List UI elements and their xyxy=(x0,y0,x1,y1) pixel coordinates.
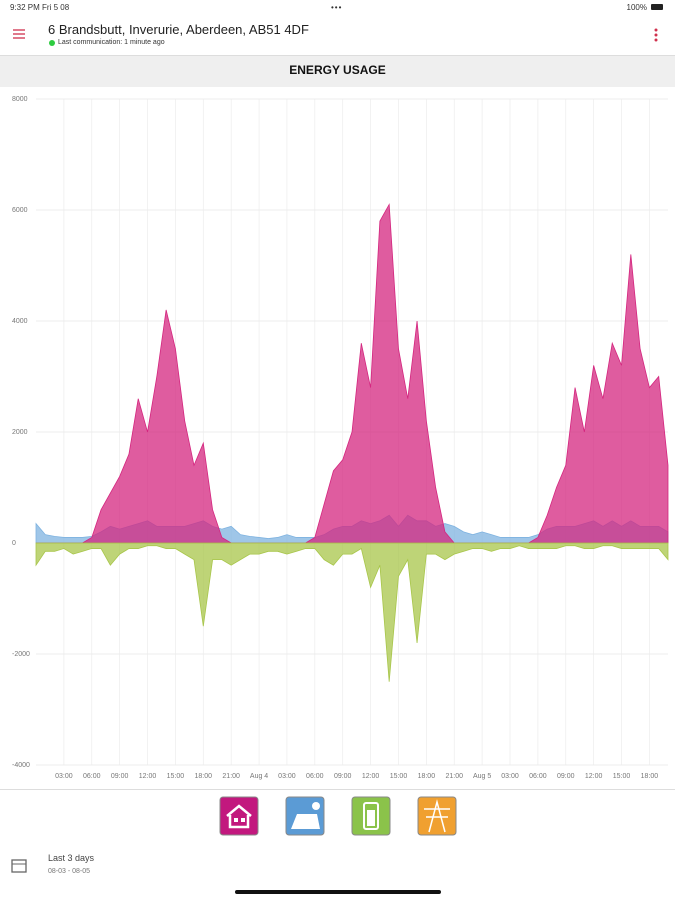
x-tick-label: 18:00 xyxy=(195,773,213,780)
x-tick-label: 15:00 xyxy=(613,773,631,780)
header-title: 6 Brandsbutt, Inverurie, Aberdeen, AB51 … xyxy=(48,22,309,37)
x-tick-label: 03:00 xyxy=(278,773,296,780)
x-tick-label: 09:00 xyxy=(557,773,575,780)
legend-icons xyxy=(219,796,457,836)
status-time: 9:32 PM Fri 5 08 xyxy=(10,3,70,12)
x-tick-label: 06:00 xyxy=(306,773,324,780)
x-tick-label: 18:00 xyxy=(641,773,659,780)
x-tick-label: Aug 5 xyxy=(473,773,491,780)
x-tick-label: 03:00 xyxy=(501,773,519,780)
y-tick-label: 6000 xyxy=(12,207,28,214)
status-dots: ••• xyxy=(331,3,343,12)
x-tick-label: 21:00 xyxy=(445,773,463,780)
battery-icon[interactable] xyxy=(351,796,391,836)
grid-icon[interactable] xyxy=(417,796,457,836)
header-subtitle: Last communication: 1 minute ago xyxy=(58,39,165,46)
section-title: ENERGY USAGE xyxy=(289,63,386,77)
home-icon[interactable] xyxy=(219,796,259,836)
x-tick-label: 09:00 xyxy=(111,773,129,780)
x-tick-label: 15:00 xyxy=(390,773,408,780)
home-indicator xyxy=(235,890,441,894)
more-button[interactable] xyxy=(652,27,660,43)
x-tick-label: 12:00 xyxy=(139,773,157,780)
energy-chart: -4000 -2000 0 2000 4000 6000 8000 03:00 06:00 09:… xyxy=(12,96,669,780)
x-tick-label: 12:00 xyxy=(585,773,603,780)
x-tick-label: 18:00 xyxy=(418,773,436,780)
y-tick-label: 4000 xyxy=(12,318,28,325)
status-dot xyxy=(49,40,55,46)
x-tick-label: 21:00 xyxy=(222,773,240,780)
menu-button[interactable] xyxy=(12,28,26,40)
calendar-icon[interactable] xyxy=(11,857,27,873)
x-tick-label: 06:00 xyxy=(83,773,101,780)
battery-icon xyxy=(651,4,663,10)
divider xyxy=(0,789,675,790)
area-series xyxy=(36,203,669,544)
x-tick-label: Aug 4 xyxy=(250,773,268,780)
y-tick-label: 0 xyxy=(12,540,16,547)
x-tick-label: 03:00 xyxy=(55,773,73,780)
y-tick-label: -4000 xyxy=(12,762,30,769)
range-label[interactable]: Last 3 days xyxy=(48,853,95,863)
x-tick-label: 09:00 xyxy=(334,773,352,780)
status-battery: 100% xyxy=(626,3,647,12)
solar-icon[interactable] xyxy=(285,796,325,836)
x-tick-label: 06:00 xyxy=(529,773,547,780)
x-tick-label: 15:00 xyxy=(167,773,185,780)
x-tick-label: 12:00 xyxy=(362,773,380,780)
y-tick-label: 2000 xyxy=(12,429,28,436)
area-series xyxy=(35,542,669,682)
section-band xyxy=(0,55,675,87)
y-tick-label: -2000 xyxy=(12,651,30,658)
range-dates: 08-03 - 08-05 xyxy=(48,868,91,875)
y-tick-label: 8000 xyxy=(12,96,28,103)
